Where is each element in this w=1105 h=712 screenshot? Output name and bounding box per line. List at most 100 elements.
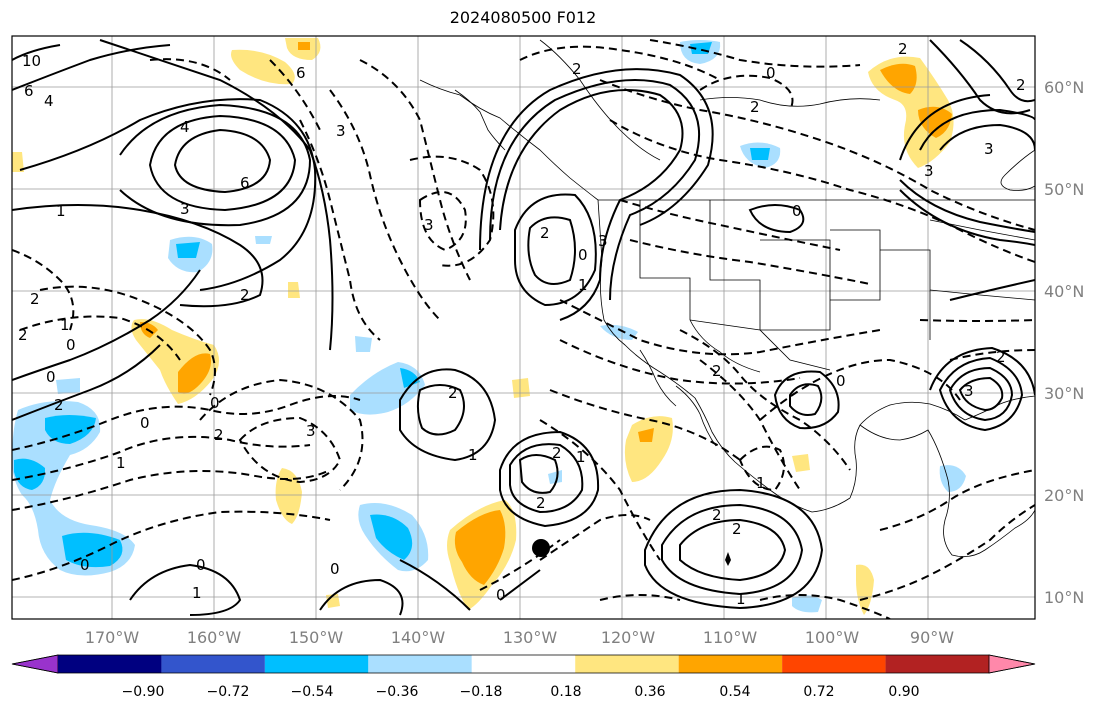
contour-label: 1 (60, 316, 70, 334)
contour-label: 2 (898, 40, 908, 58)
positive-patch (231, 49, 295, 85)
colorbar-extension-low (11, 654, 59, 674)
positive-contours (12, 39, 1035, 616)
negative-patch (255, 236, 272, 244)
contour-labels: 10 6 4 6 3 4 6 1 3 2 2 1 0 2 0 3 0 2 2 0… (18, 40, 1026, 608)
contour-label: 3 (598, 232, 608, 250)
contour-label: 3 (424, 216, 434, 234)
colorbar (11, 654, 1036, 674)
contour-label: 3 (924, 162, 934, 180)
lon-label-130w: 130°W (503, 628, 558, 647)
contour-label: 2 (750, 98, 760, 116)
colorbar-swatch (782, 655, 886, 673)
negative-patch (792, 595, 822, 613)
contour-label: 0 (792, 202, 802, 220)
contour-label: 2 (536, 494, 546, 512)
lat-label-50n: 50°N (1044, 180, 1084, 199)
colorbar-swatch (471, 655, 576, 673)
colorbar-tick-labels: −0.90 −0.72 −0.54 −0.36 −0.18 0.18 0.36 … (122, 684, 920, 700)
latitude-labels: 60°N 50°N 40°N 30°N 20°N 10°N (1044, 78, 1084, 607)
positive-patch (868, 56, 954, 168)
tiny-marker (725, 552, 731, 566)
contour-label: 1 (756, 474, 766, 492)
contour-label: 3 (306, 422, 316, 440)
contour-label: 0 (766, 64, 776, 82)
contour-label: 3 (336, 122, 346, 140)
contour-label: 0 (496, 586, 506, 604)
colorbar-tick-label: −0.36 (376, 684, 419, 700)
contour-label: 2 (572, 60, 582, 78)
contour-label: 2 (54, 396, 64, 414)
contour-label: 0 (330, 560, 340, 578)
contour-label: 0 (66, 336, 76, 354)
contour-label: 0 (196, 556, 206, 574)
contour-label: 0 (210, 394, 220, 412)
lon-label-120w: 120°W (601, 628, 656, 647)
positive-patch (624, 416, 673, 482)
contour-label: 2 (732, 520, 742, 538)
contour-label: 3 (984, 140, 994, 158)
longitude-labels: 170°W 160°W 150°W 140°W 130°W 120°W 110°… (85, 628, 954, 647)
tropical-system-dot (532, 539, 550, 557)
positive-patch (298, 42, 310, 50)
graticule (12, 36, 1035, 619)
lon-label-100w: 100°W (805, 628, 860, 647)
contour-label: 4 (180, 118, 190, 136)
contour-label: 1 (116, 454, 126, 472)
lon-label-110w: 110°W (703, 628, 758, 647)
map-title: 2024080500 F012 (449, 8, 597, 27)
contour-label: 1 (576, 448, 586, 466)
colorbar-swatch (368, 655, 472, 673)
map-frame (11, 35, 1036, 620)
contour-label: 0 (46, 368, 56, 386)
colorbar-tick-label: 0.72 (803, 684, 834, 700)
contour-label: 2 (30, 290, 40, 308)
positive-patch (12, 152, 24, 172)
colorbar-swatch (58, 655, 162, 673)
contour-label: 4 (44, 92, 54, 110)
lon-label-140w: 140°W (391, 628, 446, 647)
contour-label: 1 (578, 276, 588, 294)
contour-label: 2 (240, 286, 250, 304)
lon-label-160w: 160°W (187, 628, 242, 647)
colorbar-tick-label: 0.54 (719, 684, 750, 700)
negative-patch (14, 458, 46, 490)
contour-label: 0 (80, 556, 90, 574)
lon-label-170w: 170°W (85, 628, 140, 647)
positive-patch (178, 353, 211, 394)
positive-patch (454, 510, 506, 585)
positive-patch (275, 468, 302, 524)
positive-patch (792, 454, 810, 472)
negative-patch (56, 378, 80, 394)
positive-patch (638, 428, 654, 442)
negative-patch (12, 401, 135, 576)
lat-label-30n: 30°N (1044, 384, 1084, 403)
negative-contours (12, 39, 1035, 619)
positive-patch (288, 282, 300, 298)
colorbar-tick-label: 0.18 (550, 684, 581, 700)
colorbar-tick-label: −0.54 (291, 684, 334, 700)
contour-label: 2 (448, 384, 458, 402)
lat-label-60n: 60°N (1044, 78, 1084, 97)
contour-label: 2 (540, 224, 550, 242)
contour-label: 2 (1016, 76, 1026, 94)
positive-patch (512, 378, 530, 398)
contour-label: 2 (996, 348, 1006, 366)
contour-label: 10 (22, 52, 41, 70)
negative-patch (45, 415, 96, 444)
contour-label: 1 (468, 446, 478, 464)
negative-patch (939, 465, 966, 492)
contour-label: 2 (712, 362, 722, 380)
lon-label-90w: 90°W (910, 628, 954, 647)
negative-patch (370, 514, 413, 560)
colorbar-tick-label: −0.72 (207, 684, 250, 700)
contour-label: 1 (736, 590, 746, 608)
lon-label-150w: 150°W (289, 628, 344, 647)
negative-patch (176, 242, 200, 258)
lat-label-10n: 10°N (1044, 588, 1084, 607)
contour-label: 1 (56, 202, 66, 220)
colorbar-tick-label: −0.18 (460, 684, 503, 700)
contour-label: 2 (712, 506, 722, 524)
colorbar-swatch (161, 655, 265, 673)
colorbar-swatch (575, 655, 679, 673)
